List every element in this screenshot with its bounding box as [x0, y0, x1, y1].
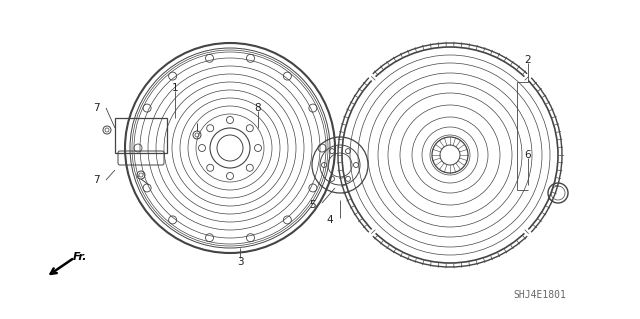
Text: 4: 4 — [326, 215, 333, 225]
Text: 6: 6 — [525, 150, 531, 160]
Text: 8: 8 — [255, 103, 261, 113]
Text: 2: 2 — [525, 55, 531, 65]
Text: 7: 7 — [93, 103, 99, 113]
Text: Fr.: Fr. — [73, 252, 88, 262]
Text: 5: 5 — [308, 200, 316, 210]
Text: 7: 7 — [93, 175, 99, 185]
Text: 3: 3 — [237, 257, 243, 267]
Text: SHJ4E1801: SHJ4E1801 — [513, 290, 566, 300]
Text: 1: 1 — [172, 83, 179, 93]
